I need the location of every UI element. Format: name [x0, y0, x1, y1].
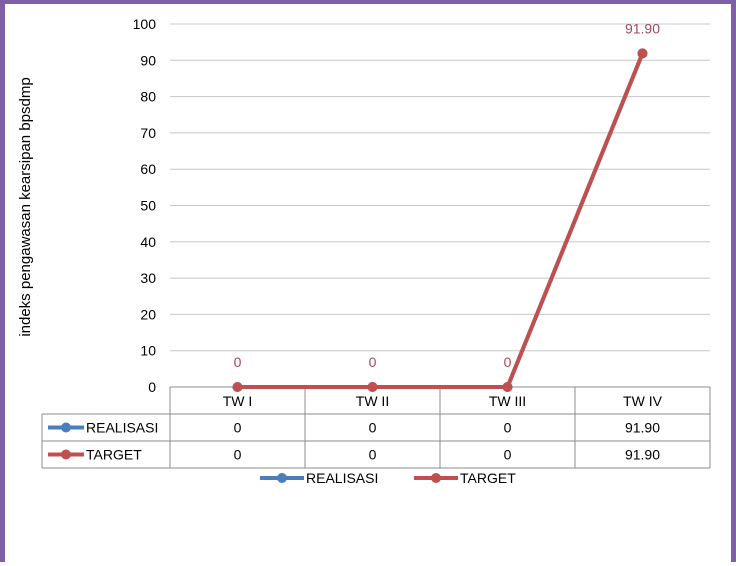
table-legend-key-marker — [61, 449, 71, 460]
y-axis-ticks: 0 10 20 30 40 50 60 70 80 90 100 — [133, 16, 157, 395]
data-label: 91.90 — [625, 20, 660, 36]
series-line-realisasi — [237, 52, 645, 389]
table-cell: 0 — [504, 420, 512, 436]
y-tick-label: 50 — [140, 198, 156, 214]
y-tick-label: 0 — [148, 379, 156, 395]
table-series-name: TARGET — [86, 447, 142, 463]
table-cell: 91.90 — [625, 447, 660, 463]
data-point-target — [367, 382, 378, 392]
x-tick-label: TW III — [489, 393, 526, 409]
y-tick-label: 100 — [133, 16, 157, 32]
series-lines — [232, 48, 648, 392]
y-tick-label: 30 — [140, 270, 156, 286]
table-cell: 0 — [234, 447, 242, 463]
legend-key-marker — [277, 473, 287, 483]
data-table: TW I TW II TW III TW IV REALISASI 0 0 0 91.90 TAR… — [41, 387, 711, 469]
series-line-target — [237, 52, 645, 389]
x-tick-label: TW IV — [623, 393, 663, 409]
data-point-target — [232, 382, 243, 392]
y-tick-label: 70 — [140, 125, 156, 141]
legend-label: TARGET — [460, 470, 516, 486]
legend: REALISASI TARGET — [260, 470, 516, 486]
table-cell: 0 — [234, 420, 242, 436]
legend-key-marker — [431, 473, 441, 483]
data-label: 0 — [369, 354, 377, 370]
table-cell: 0 — [369, 447, 377, 463]
data-point-target — [637, 48, 648, 59]
table-cell: 0 — [504, 447, 512, 463]
x-tick-label: TW I — [223, 393, 253, 409]
table-cell: 91.90 — [625, 420, 660, 436]
y-tick-label: 80 — [140, 89, 156, 105]
y-tick-label: 90 — [140, 52, 156, 68]
line-chart: 0 10 20 30 40 50 60 70 80 90 100 indeks pengawasan… — [17, 16, 711, 486]
x-tick-label: TW II — [356, 393, 389, 409]
y-tick-label: 60 — [140, 161, 156, 177]
table-cell: 0 — [369, 420, 377, 436]
gridlines — [170, 23, 710, 388]
data-labels: 0 0 0 91.90 — [234, 20, 661, 370]
data-label: 0 — [234, 354, 242, 370]
y-tick-label: 10 — [140, 343, 156, 359]
table-series-name: REALISASI — [86, 420, 158, 436]
y-tick-label: 40 — [140, 234, 156, 250]
data-point-target — [502, 382, 513, 392]
data-label: 0 — [504, 354, 512, 370]
y-axis-label: indeks pengawasan kearsipan bpsdmp — [17, 77, 34, 336]
table-legend-key-marker — [61, 422, 71, 433]
y-tick-label: 20 — [140, 306, 156, 322]
legend-label: REALISASI — [306, 470, 378, 486]
